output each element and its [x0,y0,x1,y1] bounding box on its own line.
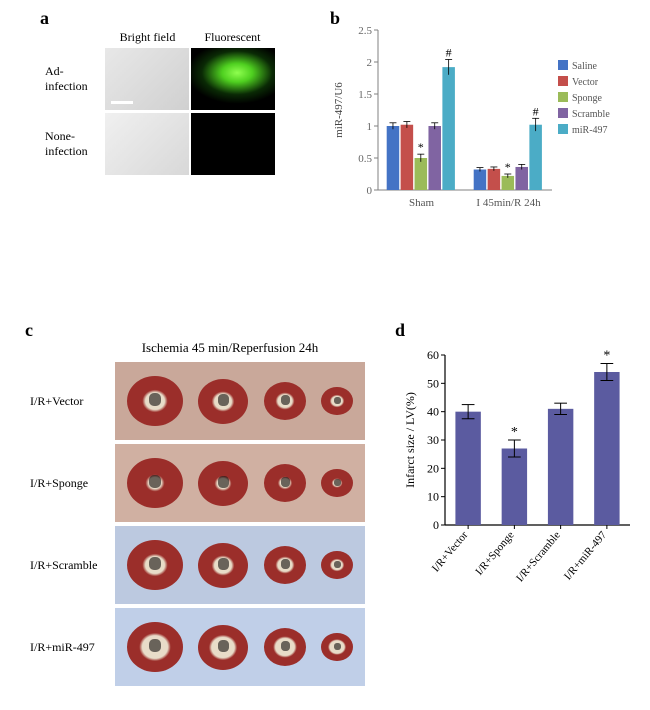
heart-row: I/R+Scramble [30,526,370,604]
svg-text:Vector: Vector [572,77,599,88]
panel-c: Ischemia 45 min/Reperfusion 24h I/R+Vect… [30,340,370,690]
heart-row: I/R+Vector [30,362,370,440]
svg-text:*: * [511,425,518,440]
svg-text:Saline: Saline [572,61,598,72]
panel-a: Bright field Fluorescent Ad- infection N… [45,30,285,175]
panel-a-row-ad: Ad- infection [45,48,285,110]
panel-d-label: d [395,320,405,341]
svg-text:*: * [505,160,511,174]
panel-a-label: a [40,8,49,29]
svg-text:I/R+Vector: I/R+Vector [430,529,471,574]
heart-section [198,543,248,588]
micro-fluor-ad [191,48,275,110]
heart-section [264,628,306,666]
svg-text:miR-497: miR-497 [572,125,608,136]
heart-section [127,376,183,426]
heart-row-label: I/R+Sponge [30,476,115,491]
heart-section [198,379,248,424]
heart-section [264,546,306,584]
svg-text:30: 30 [427,433,439,447]
heart-strip [115,362,365,440]
svg-text:1: 1 [367,121,373,133]
heart-row-label: I/R+Vector [30,394,115,409]
panel-c-label: c [25,320,33,341]
svg-text:Sponge: Sponge [572,93,603,104]
heart-section [127,622,183,672]
svg-text:#: # [533,104,539,118]
heart-section [198,461,248,506]
svg-text:1.5: 1.5 [358,89,372,101]
heart-section [264,382,306,420]
heart-section [264,464,306,502]
heart-strip [115,444,365,522]
svg-text:0.5: 0.5 [358,153,372,165]
heart-row-label: I/R+miR-497 [30,640,115,655]
row-label-none: None- infection [45,129,105,159]
panel-a-col-headers: Bright field Fluorescent [105,30,285,45]
svg-text:Infarct size / LV(%): Infarct size / LV(%) [403,392,417,488]
svg-text:2.5: 2.5 [358,25,372,37]
heart-section [321,387,353,416]
svg-text:0: 0 [367,185,373,197]
svg-text:Sham: Sham [409,197,435,209]
heart-section [321,633,353,662]
svg-text:20: 20 [427,461,439,475]
svg-text:I/R+miR-497: I/R+miR-497 [562,529,610,583]
svg-text:I/R+Scramble: I/R+Scramble [514,529,563,584]
heart-strip [115,526,365,604]
panel-d: 0 10 20 30 40 50 60 Infarct size / LV(%) I/R+Vec… [400,340,640,620]
micro-fluor-none [191,113,275,175]
panel-c-title: Ischemia 45 min/Reperfusion 24h [90,340,370,356]
heart-section [127,458,183,508]
heart-row: I/R+miR-497 [30,608,370,686]
heart-section [321,551,353,580]
chart-b-svg: 0 0.5 1 1.5 2 2.5 miR-497/U6 * # Sham * # I 45min/R … [330,20,630,220]
svg-text:60: 60 [427,348,439,362]
svg-text:I/R+Sponge: I/R+Sponge [473,529,517,578]
row-label-ad: Ad- infection [45,64,105,94]
panel-a-row-none: None- infection [45,113,285,175]
heart-row: I/R+Sponge [30,444,370,522]
svg-text:0: 0 [433,518,439,532]
micro-bright-ad [105,48,189,110]
svg-text:2: 2 [367,57,373,69]
heart-row-label: I/R+Scramble [30,558,115,573]
heart-section [127,540,183,590]
svg-text:Scramble: Scramble [572,109,610,120]
col-fluor: Fluorescent [190,30,275,45]
chart-d-svg: 0 10 20 30 40 50 60 Infarct size / LV(%) I/R+Vec… [400,340,640,620]
svg-text:10: 10 [427,490,439,504]
scalebar [111,101,133,104]
svg-text:miR-497/U6: miR-497/U6 [333,82,345,138]
heart-section [198,625,248,670]
svg-text:*: * [418,140,424,154]
heart-section [321,469,353,498]
svg-text:50: 50 [427,376,439,390]
col-bright: Bright field [105,30,190,45]
micro-bright-none [105,113,189,175]
heart-strip [115,608,365,686]
svg-text:I 45min/R 24h: I 45min/R 24h [476,197,541,209]
svg-text:#: # [446,45,452,59]
svg-text:*: * [603,349,610,364]
svg-text:40: 40 [427,405,439,419]
panel-b: 0 0.5 1 1.5 2 2.5 miR-497/U6 * # Sham * # I 45min/R … [330,20,630,220]
